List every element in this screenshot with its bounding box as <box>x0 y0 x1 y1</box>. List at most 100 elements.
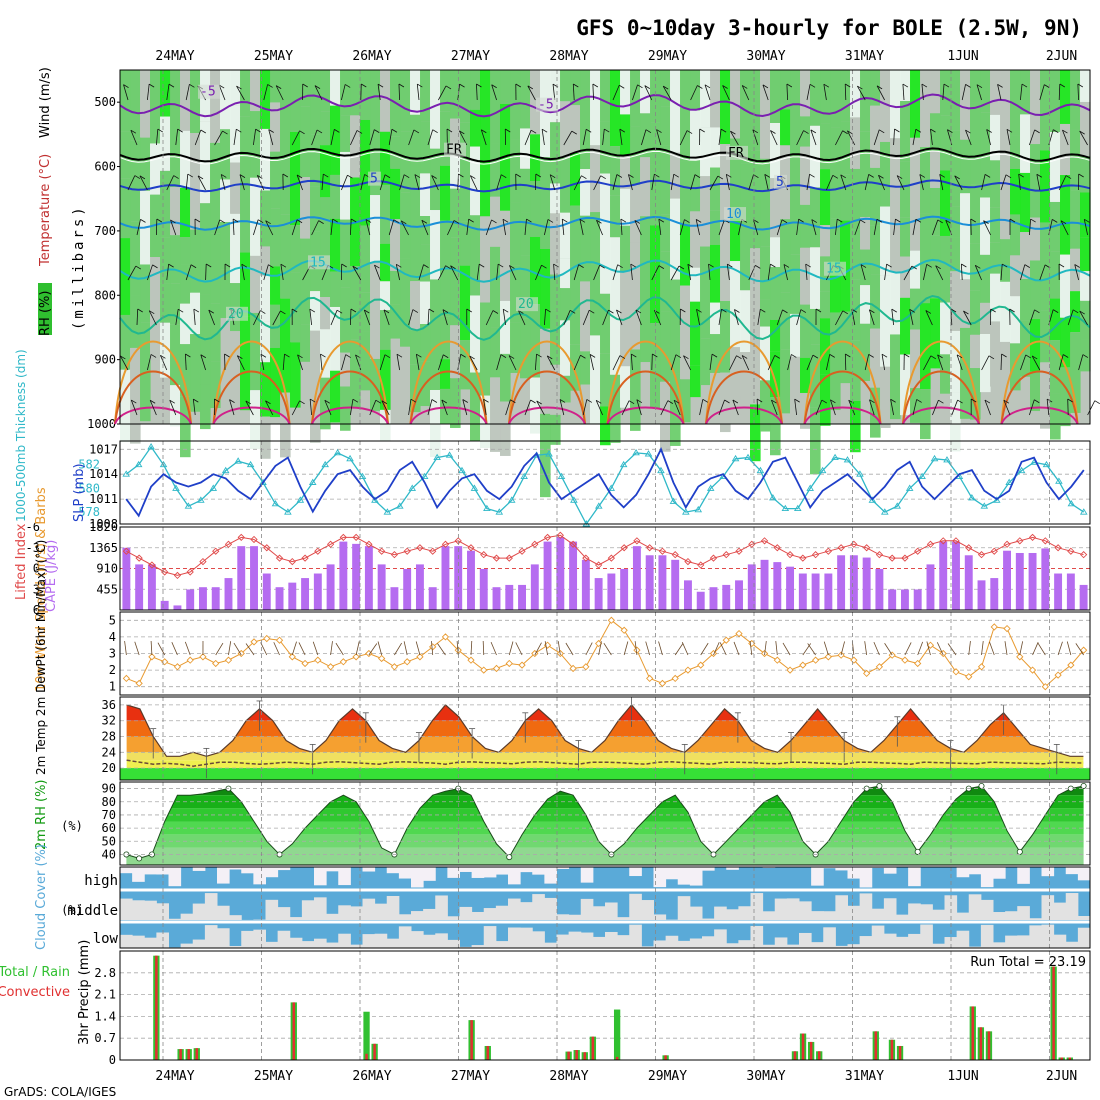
wind-barb <box>265 220 274 236</box>
cloud-gap <box>435 933 448 948</box>
rh-cell <box>530 70 541 135</box>
lifted-index-point <box>122 547 131 555</box>
wind-barb <box>997 84 1002 101</box>
wind-barb <box>480 129 487 146</box>
wind-barb-flag <box>868 174 874 178</box>
wind-barb-flag <box>939 173 945 178</box>
surface-wind-barb <box>330 641 333 656</box>
wind-barb-flag <box>798 218 804 223</box>
rh-cell <box>270 266 281 305</box>
wind-barb-flag <box>536 353 542 358</box>
cloud-gap <box>204 925 218 948</box>
rh-cell <box>500 353 511 402</box>
precip-convective-bar <box>583 1052 587 1060</box>
wind-speed-point <box>339 658 347 666</box>
surface-wind-barb <box>981 641 984 656</box>
cloud-gap <box>362 898 376 920</box>
rh-cell <box>1020 114 1031 173</box>
wind-barb <box>699 399 704 416</box>
rh-cell <box>300 324 311 362</box>
cloud-gap <box>908 903 921 920</box>
wind-barb-flag <box>356 130 363 134</box>
rh-tick-label: 90 <box>102 782 116 796</box>
thickness-point <box>756 466 765 474</box>
wind-barb-flag <box>983 220 989 224</box>
rh-cell <box>390 270 401 305</box>
thickness-point <box>122 470 131 477</box>
rh-cell <box>200 203 211 295</box>
wind-barb <box>878 175 885 191</box>
rh-cell <box>470 146 481 216</box>
precip-panel: 2.82.11.40.70 <box>94 950 1091 1067</box>
cloud-gap <box>677 940 691 948</box>
rh-cell <box>120 238 131 315</box>
pressure-tick-label: 700 <box>94 224 116 238</box>
rh-cell <box>360 225 371 293</box>
thickness-point <box>694 505 703 513</box>
thickness-point <box>843 456 852 463</box>
wind-barb-flag <box>553 263 559 268</box>
wind-barb-flag <box>823 83 830 88</box>
wind-barb <box>670 174 675 191</box>
wind-barb <box>136 219 141 236</box>
wind-barb-flag <box>770 263 776 268</box>
rh-cell <box>550 414 561 445</box>
isotherm-label-bg <box>724 207 746 222</box>
wind-barb <box>341 175 348 191</box>
thickness-point <box>296 496 305 503</box>
cloud-gap <box>544 897 557 920</box>
wind-speed-point <box>594 639 603 648</box>
wind-barb-flag <box>604 128 610 133</box>
rh-cell <box>150 70 161 144</box>
wind-barb-flag <box>1052 219 1058 223</box>
wind-barb <box>826 175 834 191</box>
rh-cell <box>140 264 151 323</box>
rh-point <box>1016 848 1023 855</box>
rh-cell <box>330 306 341 371</box>
surface-wind-barb <box>807 643 816 656</box>
boundary-layer-arc <box>508 406 586 425</box>
cloud-gap <box>823 911 836 920</box>
rh-cell <box>340 70 351 116</box>
wind-barb <box>806 84 811 101</box>
thickness-tick-label: 582 <box>78 458 100 472</box>
cloud-high-gap <box>968 867 982 875</box>
rh-cell <box>660 106 671 146</box>
wind-speed-line <box>126 619 1084 688</box>
wind-barb-flag <box>699 128 705 133</box>
rh-cell <box>430 347 441 390</box>
wind-barb-flag <box>1044 84 1050 88</box>
wind-barb-flag <box>975 264 981 269</box>
wind-barb <box>939 174 944 191</box>
rh-cell <box>590 212 601 265</box>
surface-wind-barb <box>884 643 893 656</box>
surface-wind-barb <box>312 641 319 656</box>
wind-barb <box>891 309 894 326</box>
wind-barb <box>229 399 235 416</box>
thickness-tick-label: 580 <box>78 481 100 495</box>
wind-barb-flag <box>527 85 534 90</box>
rh-cell <box>970 290 981 335</box>
wind-barb-flag <box>616 174 623 178</box>
wind-barb <box>662 85 672 101</box>
rh-cell <box>420 70 431 122</box>
cape-bar <box>186 589 195 610</box>
rh-cell <box>720 372 731 433</box>
wind-barb-flag <box>970 398 977 403</box>
wind-barb <box>696 309 700 326</box>
cloud-high-gap <box>835 867 848 871</box>
rh-cell <box>290 225 301 273</box>
rh-cell <box>440 70 451 112</box>
wind-barb-flag <box>515 83 522 88</box>
lifted-index-point <box>135 554 143 562</box>
wind-barb <box>330 129 335 146</box>
precip-convective-bar <box>567 1051 570 1060</box>
wind-barb <box>612 85 620 101</box>
rh-cell <box>160 322 171 378</box>
rh-cell <box>420 121 431 174</box>
surface-wind-barb <box>565 642 574 656</box>
wind-barb-flag <box>324 399 331 404</box>
rh-cell <box>830 127 841 219</box>
lifted-index-point <box>1079 551 1088 559</box>
wind-barb <box>634 220 642 236</box>
